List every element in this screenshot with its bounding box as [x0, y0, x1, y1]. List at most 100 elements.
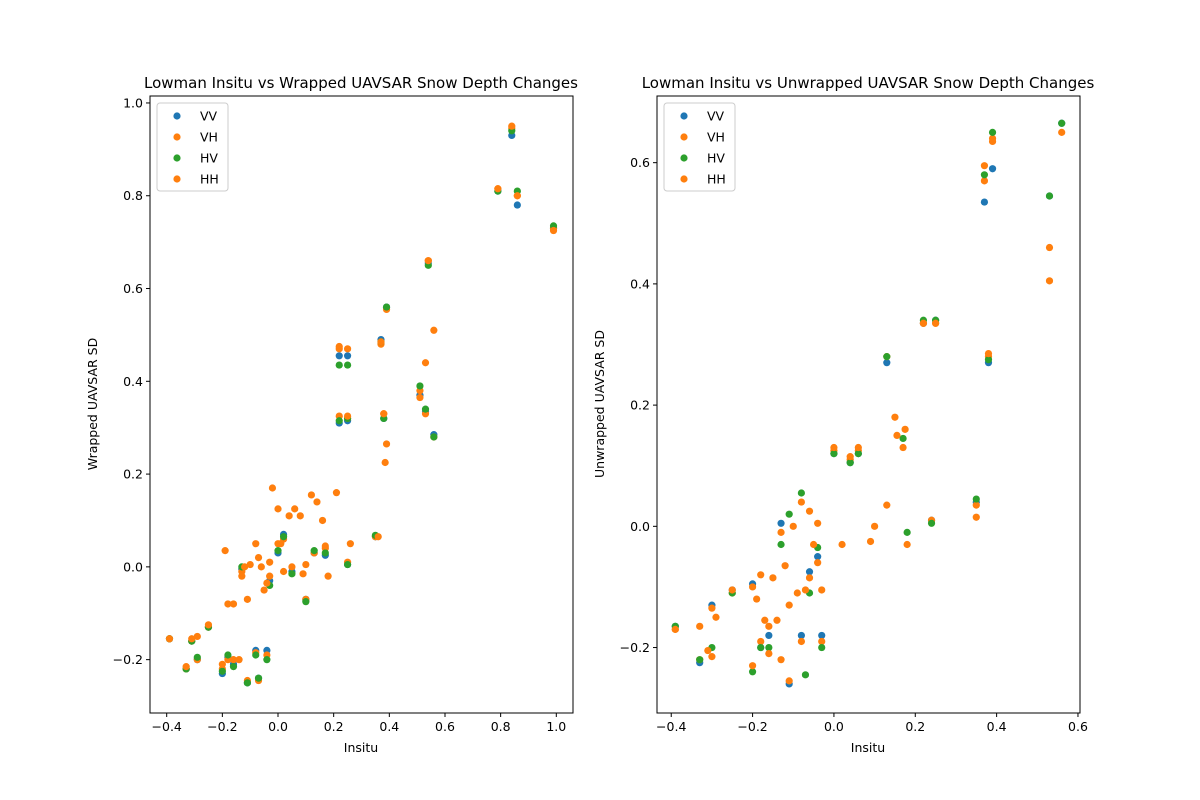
left-y-tick-label: 0.0 — [123, 559, 143, 574]
right-legend: VV VH HV HH — [663, 102, 736, 192]
left-point-hh — [382, 440, 391, 448]
left-point-hh — [279, 567, 288, 576]
right-point-hh — [903, 540, 911, 549]
left-point-vh — [288, 563, 296, 571]
left-point-hh — [307, 491, 316, 499]
left-y-axis-label: Wrapped UAVSAR SD — [85, 338, 100, 470]
right-point-hh — [893, 431, 901, 440]
right-point-hv — [927, 519, 936, 527]
right-point-hh — [830, 443, 838, 452]
left-point-hh — [188, 635, 196, 643]
left-point-hh — [335, 342, 343, 351]
right-x-axis-label: Insitu — [851, 740, 885, 755]
right-x-ticks: −0.4 −0.2 0.0 0.2 0.4 0.6 — [656, 713, 1088, 734]
left-point-hh — [343, 412, 352, 420]
right-point-hh — [753, 595, 761, 603]
right-point-vh — [757, 637, 765, 646]
right-point-hv — [765, 643, 773, 652]
left-point-hh — [224, 600, 232, 608]
right-point-hh — [761, 616, 769, 624]
left-point-hv — [263, 656, 271, 664]
right-point-hh — [789, 522, 797, 530]
right-y-axis-label: Unwrapped UAVSAR SD — [592, 330, 607, 478]
right-point-hh — [748, 662, 757, 670]
right-y-ticks: −0.2 0.0 0.2 0.4 0.6 — [620, 155, 657, 655]
right-point-hh — [801, 586, 810, 594]
right-point-vh — [765, 622, 773, 630]
left-point-hh — [238, 572, 246, 580]
right-scatter-points — [671, 119, 1066, 688]
left-point-hv — [274, 547, 282, 555]
left-legend-label-vh: VH — [200, 130, 218, 145]
left-point-hh — [374, 533, 382, 541]
left-point-hv — [430, 433, 438, 441]
left-point-hh — [285, 512, 293, 520]
right-point-hh — [932, 319, 940, 327]
left-x-tick-label: 0.6 — [435, 719, 455, 734]
left-legend-label-vv: VV — [200, 109, 218, 124]
right-x-tick-label: −0.2 — [737, 719, 767, 734]
left-point-hv — [229, 663, 238, 671]
left-legend-marker-hv — [173, 154, 181, 162]
right-point-hh — [901, 425, 909, 433]
left-point-hv — [224, 651, 232, 659]
left-point-hv — [302, 598, 310, 606]
right-point-hh — [846, 453, 854, 461]
right-point-hv — [854, 449, 862, 458]
left-point-hh — [263, 579, 271, 587]
right-point-hh — [805, 507, 814, 515]
right-point-hh — [866, 537, 875, 546]
left-x-tick-label: 0.8 — [491, 719, 511, 734]
left-x-tick-label: 0.4 — [379, 719, 399, 734]
right-point-hh — [814, 519, 822, 527]
right-legend-marker-vv — [680, 112, 688, 120]
right-point-hv — [830, 449, 838, 458]
right-point-hh — [704, 646, 712, 655]
right-point-hh — [757, 571, 765, 579]
left-point-hv — [243, 679, 252, 687]
right-point-hh — [854, 443, 862, 452]
left-legend-frame — [156, 102, 229, 192]
right-axes-frame — [656, 95, 1081, 714]
right-point-hh — [769, 574, 777, 582]
right-point-hv — [757, 643, 765, 652]
left-point-hh — [318, 516, 327, 525]
left-point-hv — [310, 547, 318, 555]
right-legend-marker-hv — [680, 154, 688, 162]
left-point-vh — [266, 572, 274, 580]
right-point-hv — [883, 353, 891, 361]
left-point-hv — [343, 560, 352, 569]
left-point-hh — [324, 572, 332, 580]
right-point-vh — [1045, 243, 1054, 252]
left-point-hh — [513, 192, 521, 200]
left-point-hh — [266, 558, 274, 566]
right-point-vv — [814, 553, 822, 561]
right-legend-label-hv: HV — [707, 151, 725, 166]
right-point-vv — [797, 631, 805, 640]
right-point-hv — [980, 171, 989, 179]
right-point-hh — [793, 589, 801, 597]
left-x-tick-label: 0.2 — [324, 719, 344, 734]
right-point-hh — [671, 625, 679, 633]
right-y-tick-label: 0.4 — [630, 276, 650, 291]
right-point-hv — [1045, 192, 1054, 200]
right-point-hv — [818, 643, 826, 652]
right-point-hh — [818, 586, 826, 594]
left-x-axis-label: Insitu — [344, 740, 378, 755]
left-legend-label-hv: HV — [200, 151, 218, 166]
right-point-vh — [777, 528, 785, 536]
right-point-hv — [903, 528, 911, 536]
right-point-hv — [988, 128, 997, 136]
right-point-hh — [984, 349, 993, 358]
right-point-hv — [696, 656, 704, 664]
left-point-hv — [335, 417, 343, 425]
left-x-tick-label: −0.2 — [207, 719, 237, 734]
left-point-hh — [274, 505, 282, 513]
right-point-hv — [777, 540, 785, 549]
left-x-tick-label: 0.0 — [268, 719, 288, 734]
right-point-vv — [980, 198, 989, 206]
right-point-vh — [818, 637, 826, 646]
left-point-hh — [381, 458, 389, 467]
left-point-vv — [513, 201, 521, 209]
left-point-hv — [382, 303, 391, 311]
